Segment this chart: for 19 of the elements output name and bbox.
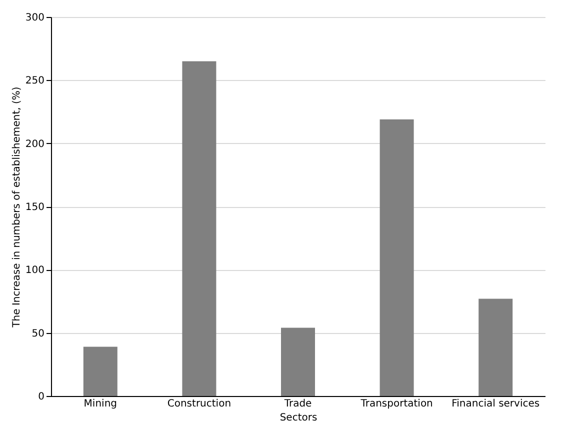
x-tick-label: Mining bbox=[84, 398, 118, 410]
bar bbox=[182, 61, 216, 396]
y-tick-label: 50 bbox=[32, 328, 44, 340]
x-axis-title: Sectors bbox=[280, 412, 318, 424]
y-tick-label: 200 bbox=[25, 138, 44, 150]
y-axis-title: The Increase in numbers of establishement, (%) bbox=[11, 86, 22, 328]
y-tick-label: 150 bbox=[25, 202, 44, 213]
y-tick-label: 100 bbox=[25, 265, 44, 276]
x-tick-label: Transportation bbox=[360, 398, 433, 410]
y-tick-label: 300 bbox=[25, 12, 44, 24]
bar bbox=[380, 119, 414, 396]
y-tick-label: 250 bbox=[25, 76, 44, 87]
bar bbox=[83, 346, 118, 396]
bar bbox=[478, 298, 513, 396]
x-tick-label: Construction bbox=[167, 398, 232, 410]
bar bbox=[281, 328, 315, 396]
x-tick-label: Trade bbox=[283, 398, 312, 410]
x-tick-label: Financial services bbox=[452, 398, 540, 410]
y-tick-label: 0 bbox=[38, 392, 44, 402]
